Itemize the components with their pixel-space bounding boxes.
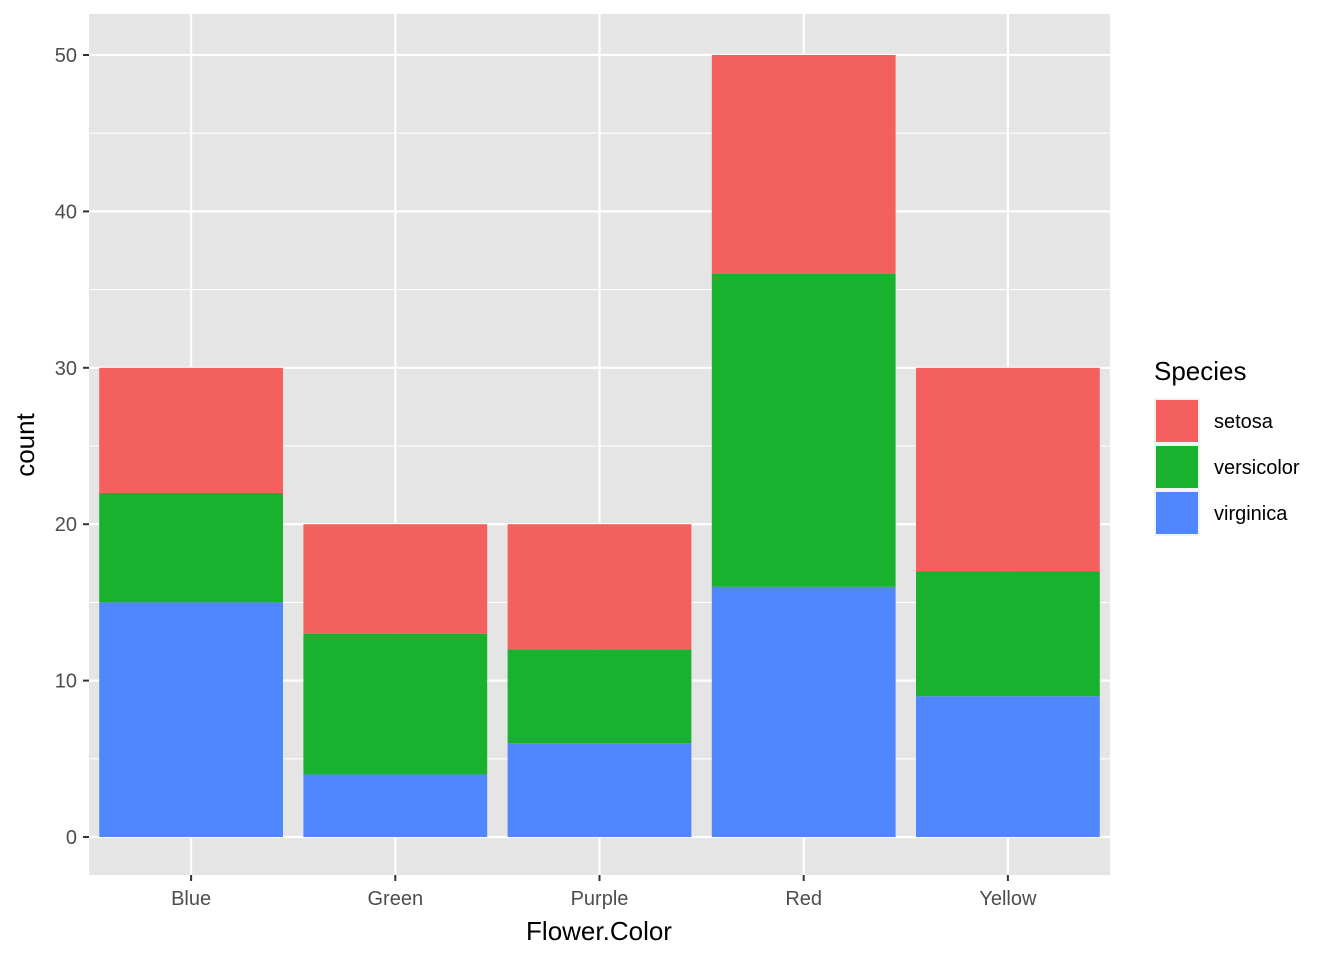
x-tick-label: Green <box>368 888 424 910</box>
legend-swatch-versicolor <box>1156 446 1198 488</box>
bar-versicolor-blue <box>99 492 283 603</box>
bar-virginica-blue <box>99 602 283 837</box>
bar-versicolor-green <box>303 633 488 775</box>
bar-versicolor-red <box>711 273 896 587</box>
y-tick-label: 0 <box>66 827 77 849</box>
legend-title: Species <box>1154 356 1247 386</box>
legend-label-virginica: virginica <box>1214 503 1288 525</box>
y-axis: 0 10 20 30 40 50 <box>55 45 89 849</box>
y-tick-label: 20 <box>55 514 77 536</box>
x-tick-label: Purple <box>571 888 629 910</box>
x-tick-label: Red <box>785 888 822 910</box>
bar-virginica-green <box>303 774 488 837</box>
y-tick-label: 30 <box>55 358 77 380</box>
bar-setosa-purple <box>507 524 692 650</box>
bars <box>99 55 1100 837</box>
bar-versicolor-purple <box>507 649 692 744</box>
bar-setosa-yellow <box>916 367 1100 572</box>
bar-setosa-red <box>711 55 896 274</box>
bar-setosa-green <box>303 524 488 634</box>
x-tick-label: Yellow <box>979 888 1037 910</box>
legend-swatch-setosa <box>1156 400 1198 442</box>
bar-virginica-yellow <box>916 696 1100 837</box>
x-tick-label: Blue <box>171 888 211 910</box>
y-tick-label: 40 <box>55 201 77 223</box>
bar-setosa-blue <box>99 367 283 493</box>
legend: Species setosa versicolor virginica <box>1154 356 1300 536</box>
bar-virginica-red <box>711 586 896 837</box>
x-axis-title: Flower.Color <box>526 916 672 946</box>
y-tick-label: 10 <box>55 671 77 693</box>
legend-swatch-virginica <box>1156 492 1198 534</box>
legend-label-setosa: setosa <box>1214 411 1274 433</box>
bar-versicolor-yellow <box>916 571 1100 697</box>
legend-label-versicolor: versicolor <box>1214 457 1300 479</box>
x-axis: Blue Green Purple Red Yellow <box>171 875 1037 910</box>
y-tick-label: 50 <box>55 45 77 67</box>
y-axis-title: count <box>10 412 40 476</box>
bar-virginica-purple <box>507 743 692 837</box>
